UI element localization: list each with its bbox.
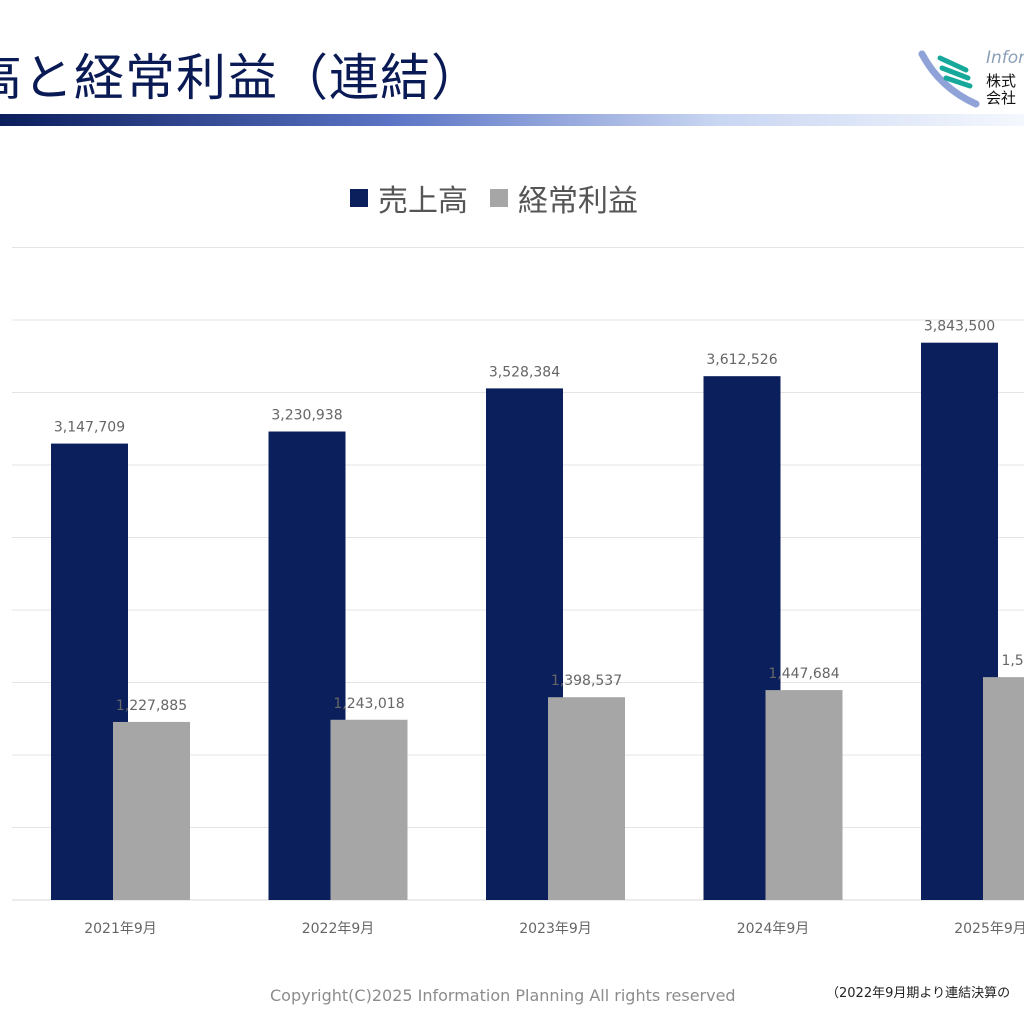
bar-profit: [983, 677, 1024, 900]
chart-legend: 売上高 経常利益: [350, 176, 660, 220]
x-tick-label: 2021年9月: [84, 921, 157, 937]
x-tick-label: 2025年9月: [954, 921, 1024, 937]
legend-label-sales: 売上高: [378, 184, 468, 219]
data-label-sales: 3,147,709: [54, 420, 125, 436]
footnote-text: （2022年9月期より連結決算の: [826, 986, 1011, 1001]
legend-item-profit: 経常利益: [490, 176, 638, 220]
title-underline-bar: [0, 114, 1024, 126]
legend-label-profit: 経常利益: [518, 184, 638, 219]
data-label-sales: 3,843,500: [924, 319, 995, 335]
logo-text-en: Infor: [986, 48, 1024, 68]
legend-swatch-profit: [490, 189, 508, 207]
x-tick-label: 2022年9月: [302, 921, 375, 937]
logo-mark-icon: [918, 50, 980, 108]
x-tick-label: 2024年9月: [737, 921, 810, 937]
legend-item-sales: 売上高: [350, 176, 468, 220]
data-label-sales: 3,230,938: [271, 408, 342, 424]
legend-swatch-sales: [350, 189, 368, 207]
bar-profit: [765, 690, 843, 900]
x-tick-label: 2023年9月: [519, 921, 592, 937]
data-label-profit: 1,227,885: [116, 698, 187, 714]
data-label-sales: 3,528,384: [489, 364, 560, 380]
data-label-profit: 1,537: [1001, 653, 1024, 669]
bar-profit: [330, 719, 408, 900]
bar-chart: 3,147,709 1,227,885 2021年9月 3,230,938 1,243,…: [12, 247, 1024, 937]
copyright-text: Copyright(C)2025 Information Planning Al…: [270, 986, 736, 1005]
bar-profit: [113, 721, 190, 900]
data-label-profit: 1,398,537: [551, 673, 622, 689]
data-label-profit: 1,447,684: [768, 666, 839, 682]
data-label-profit: 1,243,018: [333, 696, 404, 712]
company-logo: Infor 株式 会社: [918, 44, 1024, 108]
logo-text-jp-1: 株式: [986, 72, 1017, 90]
bar-profit: [548, 697, 625, 900]
logo-text-jp-2: 会社: [986, 89, 1017, 107]
data-label-sales: 3,612,526: [706, 352, 777, 368]
page-title: 高と経常利益（連結）: [0, 49, 482, 107]
